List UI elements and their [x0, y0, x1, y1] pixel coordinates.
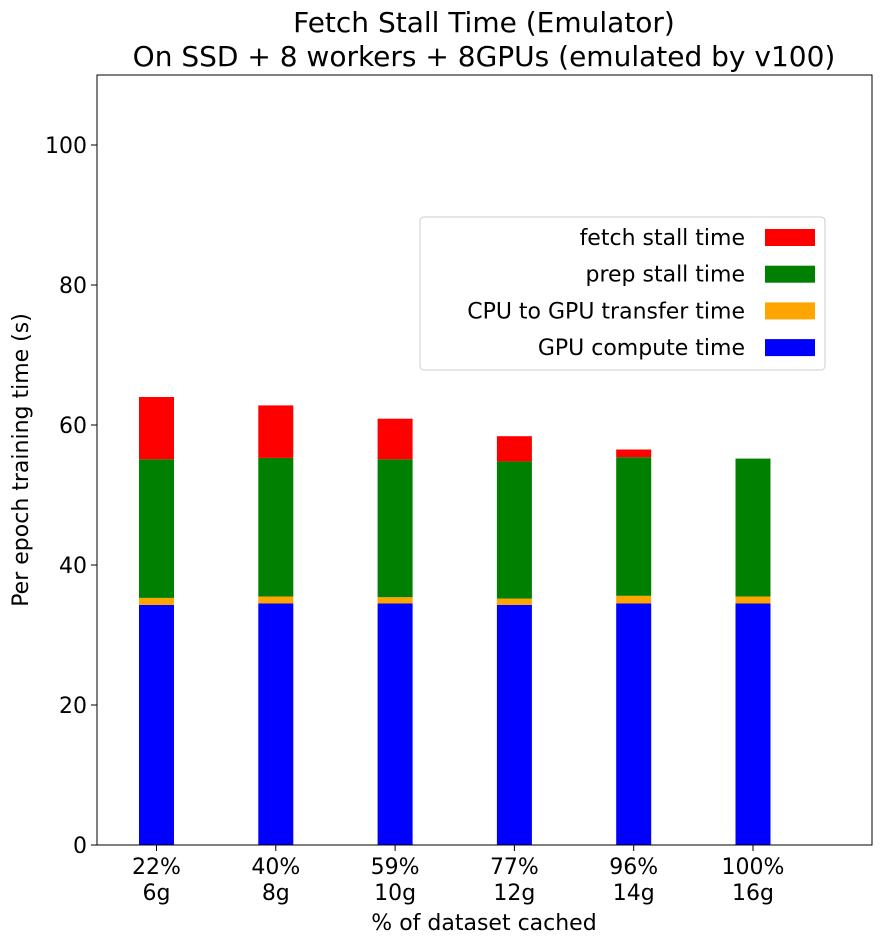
- legend-swatch: [765, 265, 815, 283]
- y-tick-label: 0: [73, 834, 87, 859]
- chart-title-line2: On SSD + 8 workers + 8GPUs (emulated by …: [133, 40, 836, 73]
- x-tick-label-size: 6g: [143, 881, 171, 906]
- bar-segment: [616, 457, 652, 596]
- x-tick-label-pct: 77%: [490, 855, 539, 880]
- y-tick-label: 80: [59, 274, 87, 299]
- bar-segment: [258, 596, 294, 604]
- legend-box: [419, 216, 826, 371]
- x-axis-label: % of dataset cached: [371, 911, 596, 936]
- bar-segment: [735, 458, 771, 597]
- legend-label: GPU compute time: [538, 336, 745, 361]
- bar-segment: [496, 598, 532, 605]
- x-tick-label-pct: 22%: [132, 855, 181, 880]
- chart-title-line1: Fetch Stall Time (Emulator): [293, 6, 675, 39]
- bar-segment: [496, 461, 532, 599]
- bar-segment: [496, 436, 532, 462]
- y-tick-label: 40: [59, 554, 87, 579]
- x-tick-label-pct: 40%: [251, 855, 300, 880]
- legend-label: fetch stall time: [580, 226, 745, 251]
- bar-segment: [258, 603, 294, 845]
- x-tick-label-size: 10g: [374, 881, 416, 906]
- x-tick-label-size: 16g: [732, 881, 774, 906]
- bar-segment: [377, 418, 413, 460]
- bar-segment: [139, 597, 174, 605]
- legend-swatch: [765, 339, 815, 357]
- bar-segment: [616, 595, 652, 604]
- legend-swatch: [765, 229, 815, 246]
- x-tick-label-size: 12g: [493, 881, 535, 906]
- bar-segment: [616, 449, 652, 458]
- x-tick-label-pct: 59%: [371, 855, 420, 880]
- x-tick-label-pct: 100%: [722, 855, 785, 880]
- bar-segment: [735, 596, 771, 604]
- bar-segment: [377, 597, 413, 604]
- bar-segment: [377, 603, 413, 845]
- legend-swatch: [765, 302, 815, 320]
- x-tick-label-size: 14g: [613, 881, 655, 906]
- bar-segment: [258, 405, 294, 458]
- x-axis: 22%6g 40%8g 59%10g 77%12g 96%14g 100%16g: [132, 845, 784, 906]
- x-tick-label-size: 8g: [262, 881, 290, 906]
- y-tick-label: 100: [45, 134, 87, 159]
- bar-segment: [258, 457, 294, 597]
- bar-segment: [139, 397, 174, 460]
- bar-segment: [735, 603, 771, 845]
- y-tick-label: 60: [59, 414, 87, 439]
- bar-segment: [496, 604, 532, 845]
- bar-segment: [616, 603, 652, 845]
- y-axis: 0 20 40 60 80 100: [45, 134, 97, 859]
- x-tick-label-pct: 96%: [609, 855, 658, 880]
- y-axis-label: Per epoch training time (s): [9, 313, 34, 607]
- legend-label: prep stall time: [585, 263, 745, 288]
- plot-frame: [96, 74, 873, 846]
- legend-label: CPU to GPU transfer time: [467, 299, 745, 324]
- bar-segment: [139, 604, 174, 845]
- legend: fetch stall time prep stall time CPU to GP…: [419, 216, 826, 371]
- bars-group: [139, 397, 771, 845]
- y-tick-label: 20: [59, 694, 87, 719]
- bar-segment: [377, 459, 413, 598]
- bar-segment: [139, 459, 174, 598]
